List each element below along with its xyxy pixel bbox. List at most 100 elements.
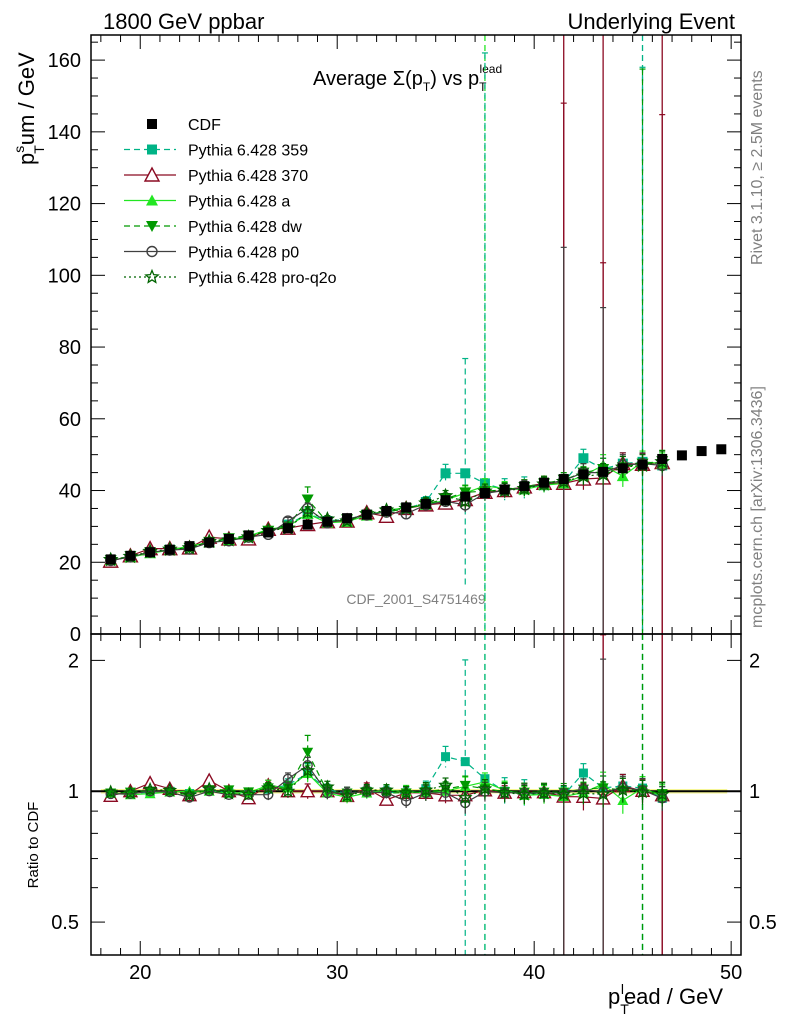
ratio-point-pythia-6-428-pro-q2o [635, 784, 650, 799]
xlabel-sub: T [620, 1001, 629, 1017]
axes: 0 20 40 60 80 100 120 140 160 20 30 40 50 0.5 0.5 1 1 2 2 [48, 34, 777, 984]
point-cdf [598, 466, 609, 477]
legend-label: Pythia 6.428 pro-q2o [188, 270, 337, 287]
ratio-point-pythia-6-428-359 [441, 752, 451, 762]
ratio-point-pythia-6-428-p0 [144, 786, 156, 797]
ratio-point-pythia-6-428-pro-q2o [359, 782, 375, 797]
ratio-point-pythia-6-428-pro-q2o [595, 786, 611, 801]
x-tick-label: 40 [523, 962, 545, 984]
xlabel-sup: l [621, 981, 624, 997]
ratio-point-pythia-6-428-pro-q2o [556, 786, 571, 801]
legend-marker [147, 144, 157, 155]
point-cdf [302, 519, 313, 530]
ratio-y-tick-label: 0.5 [51, 912, 79, 934]
legend-item-pythia-6-428-a: Pythia 6.428 a [124, 194, 290, 211]
ratio-series-pythia-6-428-p0 [105, 634, 668, 955]
y-tick-label: 60 [59, 409, 81, 431]
point-pythia-6-428-dw [301, 494, 314, 506]
legend-marker [143, 166, 161, 182]
point-cdf [243, 530, 254, 541]
point-pythia-6-428-359 [440, 468, 451, 479]
title-sub2: T [479, 80, 487, 94]
title-sub: T [423, 80, 431, 94]
legend-marker [146, 194, 158, 206]
ratio-point-pythia-6-428-pro-q2o [280, 783, 296, 798]
xlabel-p: p [608, 984, 620, 1009]
ratio-point-pythia-6-428-pro-q2o [516, 786, 532, 801]
legend-marker [146, 221, 158, 232]
y-tick-label: 160 [48, 50, 81, 72]
ratio-point-pythia-6-428-p0 [105, 788, 116, 800]
legend-marker [147, 119, 157, 129]
ratio-point-pythia-6-428-pro-q2o [615, 782, 631, 797]
point-cdf [460, 491, 471, 502]
point-cdf [519, 481, 530, 492]
xlabel-rest: ead / GeV [624, 984, 723, 1009]
title-close: ) vs p [430, 68, 479, 90]
point-cdf [282, 523, 293, 534]
ratio-point-pythia-6-428-pro-q2o [201, 781, 217, 796]
ratio-y-tick-label: 1 [68, 781, 79, 803]
legend-marker [144, 268, 160, 284]
point-cdf [184, 541, 195, 552]
title-sup: lead [479, 62, 502, 76]
header-left-label: 1800 GeV ppbar [103, 9, 264, 34]
ratio-point-pythia-6-428-pro-q2o [320, 779, 335, 794]
ratio-point-pythia-6-428-pro-q2o [497, 784, 512, 799]
ratio-plot-area [91, 634, 741, 955]
ratio-point-pythia-6-428-p0 [164, 786, 175, 798]
ratio-point-pythia-6-428-pro-q2o [379, 782, 394, 797]
ratio-y-tick-label-right: 0.5 [749, 912, 777, 934]
y-tick-label: 0 [70, 624, 81, 646]
series-cdf [105, 444, 727, 565]
analysis-label: CDF_2001_S4751469 [346, 591, 486, 607]
ratio-series-pythia-6-428-pro-q2o [103, 761, 670, 809]
legend-item-pythia-6-428-dw: Pythia 6.428 dw [124, 219, 302, 236]
ratio-point-pythia-6-428-pro-q2o [576, 785, 591, 800]
x-tick-label: 30 [326, 962, 348, 984]
ratio-point-pythia-6-428-pro-q2o [162, 782, 178, 797]
point-cdf [637, 459, 648, 470]
ratio-y-tick-label-right: 1 [749, 781, 760, 803]
point-cdf [223, 533, 234, 544]
ratio-point-pythia-6-428-pro-q2o [182, 787, 197, 802]
svg-text:Average Σ(pT) vs pTlead: Average Σ(pT) vs pTlead [313, 62, 502, 94]
y-tick-label: 140 [48, 122, 81, 144]
y-axis-label: ps Tum / GeV [11, 52, 47, 165]
ratio-point-pythia-6-428-dw [302, 747, 314, 758]
ratio-point-pythia-6-428-dw [243, 787, 255, 798]
point-pythia-6-428-359 [460, 468, 471, 479]
legend-item-pythia-6-428-370: Pythia 6.428 370 [124, 166, 308, 185]
y-tick-label: 40 [59, 481, 81, 503]
point-cdf [676, 450, 687, 461]
point-cdf [164, 544, 175, 555]
x-axis-label: pTlead / GeV [608, 981, 723, 1017]
ratio-point-pythia-6-428-pro-q2o [438, 777, 453, 792]
point-cdf [204, 537, 215, 548]
ratio-point-pythia-6-428-pro-q2o [398, 785, 414, 800]
point-pythia-6-428-359 [578, 453, 589, 464]
legend-marker [146, 245, 158, 258]
title-main: Average [313, 68, 393, 90]
mcplots-label: mcplots.cern.ch [arXiv:1306.3436] [749, 386, 766, 628]
legend-label: Pythia 6.428 a [188, 194, 290, 211]
ratio-point-pythia-6-428-pro-q2o [536, 785, 552, 800]
ratio-point-pythia-6-428-pro-q2o [339, 788, 355, 803]
ylabel-rest: um / GeV [14, 52, 39, 145]
ylabel-p: p [14, 153, 39, 165]
ratio-point-pythia-6-428-pro-q2o [142, 781, 158, 796]
ratio-point-pythia-6-428-pro-q2o [418, 782, 434, 797]
ratio-point-pythia-6-428-pro-q2o [300, 763, 315, 778]
ratio-series-pythia-6-428-370 [103, 634, 670, 955]
ratio-point-pythia-6-428-359 [578, 768, 588, 778]
ratio-point-pythia-6-428-p0 [184, 792, 195, 803]
x-tick-label: 50 [720, 962, 742, 984]
svg-text:pTlead / GeV: pTlead / GeV [608, 981, 723, 1017]
ratio-point-pythia-6-428-p0 [282, 773, 294, 785]
point-pythia-6-428-pro-q2o [299, 503, 316, 519]
ratio-point-pythia-6-428-370 [378, 791, 395, 806]
y-tick-label: 20 [59, 552, 81, 574]
legend-item-cdf: CDF [147, 117, 221, 134]
ratio-point-pythia-6-428-pro-q2o [241, 787, 256, 802]
